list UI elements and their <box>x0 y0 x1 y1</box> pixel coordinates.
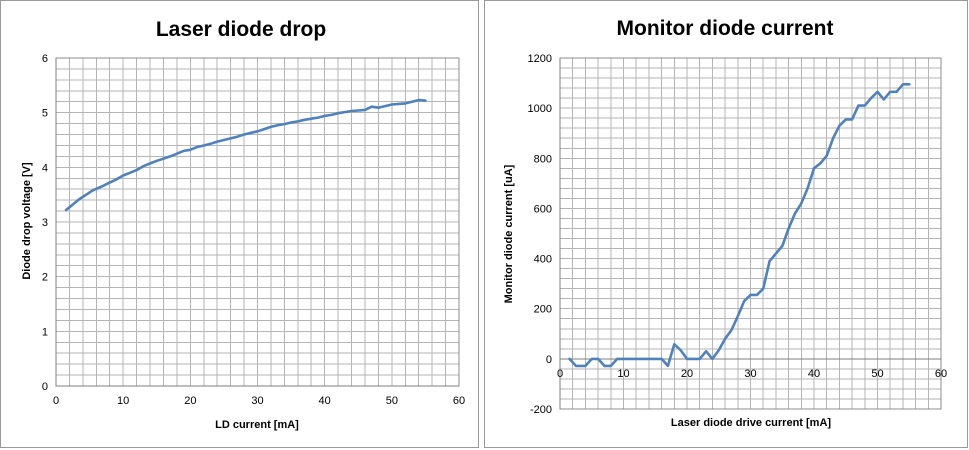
y-tick-label: 0 <box>42 381 48 393</box>
x-tick-label: 50 <box>386 395 398 407</box>
x-tick-label: 50 <box>871 368 883 380</box>
chart-panel-laser-diode-drop: 0 10 20 30 40 50 60 0 1 2 3 4 5 6 Laser diode drop LD… <box>0 0 479 448</box>
chart-monitor-diode-current: 0 10 20 30 40 50 60 -200 0 200 400 600 800 1000 1200 M… <box>503 17 947 429</box>
y-tick-label: 200 <box>534 304 552 316</box>
x-tick-label: 10 <box>117 395 129 407</box>
x-tick-label: 40 <box>319 395 331 407</box>
y-tick-label: 1 <box>42 326 48 338</box>
y-tick-label: 2 <box>42 272 48 284</box>
series-line <box>64 98 427 212</box>
x-axis-title: Laser diode drive current [mA] <box>671 417 831 429</box>
x-tick-label: 0 <box>53 395 59 407</box>
chart-laser-diode-drop: 0 10 20 30 40 50 60 0 1 2 3 4 5 6 Laser diode drop LD… <box>21 18 465 431</box>
y-tick-label: 5 <box>42 108 48 120</box>
y-tick-label: -200 <box>530 404 552 416</box>
x-axis-title: LD current [mA] <box>215 419 299 431</box>
y-tick-label: 1000 <box>528 103 552 115</box>
chart-title: Monitor diode current <box>617 17 834 40</box>
x-tick-label: 10 <box>617 368 629 380</box>
x-tick-label: 40 <box>808 368 820 380</box>
y-axis-title: Diode drop voltage [V] <box>21 162 33 280</box>
x-tick-label: 20 <box>184 395 196 407</box>
x-tick-label: 30 <box>744 368 756 380</box>
x-tick-label: 0 <box>557 368 563 380</box>
series-line <box>568 83 911 368</box>
y-tick-label: 3 <box>42 217 48 229</box>
y-tick-label: 6 <box>42 53 48 65</box>
y-tick-label: 600 <box>534 203 552 215</box>
x-tick-label: 60 <box>935 368 947 380</box>
chart-title: Laser diode drop <box>156 18 326 41</box>
chart-panel-monitor-diode-current: 0 10 20 30 40 50 60 -200 0 200 400 600 800 1000 1200 M… <box>484 0 968 448</box>
y-tick-label: 400 <box>534 254 552 266</box>
x-tick-label: 30 <box>251 395 263 407</box>
x-tick-label: 60 <box>453 395 465 407</box>
y-tick-label: 0 <box>546 354 552 366</box>
y-tick-label: 1200 <box>528 53 552 65</box>
y-axis-title: Monitor diode current [uA] <box>503 164 515 303</box>
x-tick-label: 20 <box>681 368 693 380</box>
y-tick-label: 4 <box>42 162 48 174</box>
y-tick-label: 800 <box>534 153 552 165</box>
